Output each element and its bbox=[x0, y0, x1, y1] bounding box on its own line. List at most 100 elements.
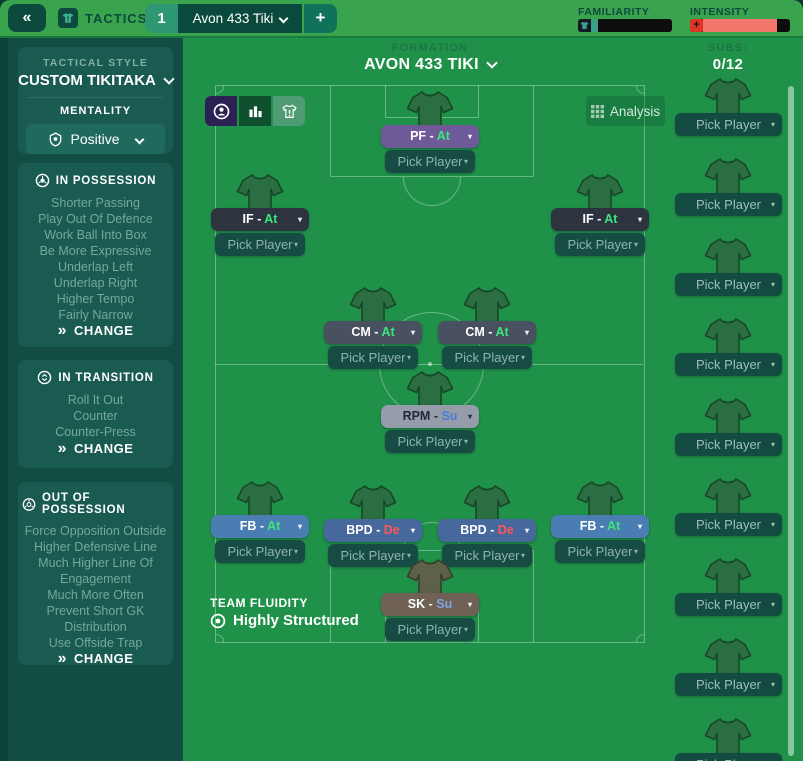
in-possession-panel: IN POSSESSION Shorter Passing Play Out Of… bbox=[18, 163, 173, 347]
role-duty-badge[interactable]: CM - At ▾ bbox=[438, 321, 536, 344]
role-duty-badge[interactable]: FB - At ▾ bbox=[551, 515, 649, 538]
transition-icon bbox=[38, 370, 52, 385]
in-transition-panel: IN TRANSITION Roll It Out Counter Counter-… bbox=[18, 360, 173, 468]
intensity-plus-icon: + bbox=[690, 19, 703, 32]
sub-empty-dash: - bbox=[725, 463, 731, 478]
instruction-item: Higher Defensive Line bbox=[34, 540, 157, 554]
role-duty-badge[interactable]: SK - Su ▾ bbox=[381, 593, 479, 616]
role-duty-badge[interactable]: RPM - Su ▾ bbox=[381, 405, 479, 428]
window-frame bbox=[0, 38, 8, 761]
instruction-item: Force Opposition Outside bbox=[24, 524, 167, 538]
kit-shirt-icon bbox=[281, 104, 297, 118]
player-shirt-icon[interactable] bbox=[349, 485, 397, 525]
chevron-down-icon bbox=[163, 73, 175, 85]
pick-player-dropdown[interactable]: Pick Player ▾ bbox=[328, 544, 418, 567]
tactical-style-panel: TACTICAL STYLE CUSTOM TIKITAKA MENTALITY… bbox=[18, 47, 175, 154]
add-tactic-button[interactable]: + bbox=[304, 4, 337, 33]
sub-shirt-icon[interactable] bbox=[704, 558, 752, 598]
player-shirt-icon[interactable] bbox=[406, 559, 454, 599]
out-of-possession-change-button[interactable]: » CHANGE bbox=[57, 649, 134, 667]
tactical-style-dropdown[interactable]: CUSTOM TIKITAKA bbox=[18, 72, 175, 89]
role-duty-badge[interactable]: BPD - De ▾ bbox=[324, 519, 422, 542]
intensity-label: INTENSITY bbox=[690, 6, 750, 18]
subs-scrollbar[interactable] bbox=[788, 86, 794, 756]
player-shirt-icon[interactable] bbox=[236, 481, 284, 521]
pick-player-dropdown[interactable]: Pick Player ▾ bbox=[442, 346, 532, 369]
ball-icon bbox=[35, 173, 50, 188]
sub-pick-player-dropdown[interactable]: Pick Player▾ bbox=[675, 673, 782, 696]
sub-pick-player-dropdown[interactable]: Pick Player▾ bbox=[675, 513, 782, 536]
formation-dropdown[interactable]: AVON 433 TIKI bbox=[310, 56, 550, 74]
sub-shirt-icon[interactable] bbox=[704, 158, 752, 198]
pick-player-dropdown[interactable]: Pick Player ▾ bbox=[328, 346, 418, 369]
player-shirt-icon[interactable] bbox=[236, 174, 284, 214]
sub-pick-player-dropdown[interactable]: Pick Player▾ bbox=[675, 753, 782, 761]
intensity-meter: + bbox=[690, 19, 790, 32]
tactical-style-label: TACTICAL STYLE bbox=[42, 57, 149, 69]
familiarity-label: FAMILIARITY bbox=[578, 6, 650, 18]
sub-shirt-icon[interactable] bbox=[704, 78, 752, 118]
instruction-item: Fairly Narrow bbox=[58, 308, 133, 322]
sub-shirt-icon[interactable] bbox=[704, 238, 752, 278]
sub-empty-dash: - bbox=[725, 543, 731, 558]
fluidity-target-icon bbox=[210, 613, 226, 628]
instruction-item: Use Offside Trap bbox=[48, 636, 143, 650]
analysis-button[interactable]: Analysis bbox=[586, 96, 665, 126]
sub-pick-player-dropdown[interactable]: Pick Player▾ bbox=[675, 193, 782, 216]
role-duty-badge[interactable]: CM - At ▾ bbox=[324, 321, 422, 344]
chevron-down-icon bbox=[278, 13, 289, 24]
sub-empty-dash: - bbox=[725, 303, 731, 318]
role-duty-badge[interactable]: FB - At ▾ bbox=[211, 515, 309, 538]
sub-shirt-icon[interactable] bbox=[704, 398, 752, 438]
pick-player-dropdown[interactable]: Pick Player ▾ bbox=[385, 150, 475, 173]
role-duty-badge[interactable]: IF - At ▾ bbox=[211, 208, 309, 231]
sub-shirt-icon[interactable] bbox=[704, 638, 752, 678]
tactics-label: TACTICS bbox=[85, 11, 148, 26]
sub-pick-player-dropdown[interactable]: Pick Player▾ bbox=[675, 113, 782, 136]
pick-player-dropdown[interactable]: Pick Player ▾ bbox=[555, 540, 645, 563]
pick-player-dropdown[interactable]: Pick Player ▾ bbox=[215, 540, 305, 563]
pick-player-dropdown[interactable]: Pick Player ▾ bbox=[442, 544, 532, 567]
pick-player-dropdown[interactable]: Pick Player ▾ bbox=[385, 430, 475, 453]
player-shirt-icon[interactable] bbox=[463, 485, 511, 525]
stats-view-button[interactable] bbox=[239, 96, 271, 126]
instruction-item: Prevent Short GK Distribution bbox=[46, 604, 145, 634]
player-shirt-icon[interactable] bbox=[463, 287, 511, 327]
sub-pick-player-dropdown[interactable]: Pick Player▾ bbox=[675, 433, 782, 456]
sub-empty-dash: - bbox=[725, 623, 731, 638]
sub-shirt-icon[interactable] bbox=[704, 318, 752, 358]
player-shirt-icon[interactable] bbox=[349, 287, 397, 327]
role-duty-badge[interactable]: IF - At ▾ bbox=[551, 208, 649, 231]
back-button[interactable]: « bbox=[8, 4, 46, 32]
sub-pick-player-dropdown[interactable]: Pick Player▾ bbox=[675, 593, 782, 616]
in-possession-change-button[interactable]: » CHANGE bbox=[57, 321, 134, 339]
mentality-dropdown[interactable]: Positive bbox=[26, 124, 165, 154]
role-duty-badge[interactable]: PF - At ▾ bbox=[381, 125, 479, 148]
instruction-item: Work Ball Into Box bbox=[44, 228, 147, 242]
in-transition-change-button[interactable]: » CHANGE bbox=[57, 439, 134, 457]
pick-player-dropdown[interactable]: Pick Player ▾ bbox=[555, 233, 645, 256]
team-fluidity-label: TEAM FLUIDITY bbox=[210, 596, 308, 610]
in-possession-header: IN POSSESSION bbox=[22, 173, 169, 188]
player-shirt-icon[interactable] bbox=[576, 481, 624, 521]
sub-pick-player-dropdown[interactable]: Pick Player▾ bbox=[675, 273, 782, 296]
pick-player-dropdown[interactable]: Pick Player ▾ bbox=[215, 233, 305, 256]
out-of-possession-panel: OUT OF POSSESSION Force Opposition Outsi… bbox=[18, 482, 173, 667]
role-duty-badge[interactable]: BPD - De ▾ bbox=[438, 519, 536, 542]
player-shirt-icon[interactable] bbox=[406, 91, 454, 131]
tactic-name-dropdown[interactable]: Avon 433 Tiki bbox=[178, 4, 302, 33]
tactic-tab-number[interactable]: 1 bbox=[145, 4, 178, 33]
mentality-shield-icon bbox=[50, 131, 62, 147]
team-fluidity-value: Highly Structured bbox=[210, 612, 359, 629]
kit-view-button[interactable] bbox=[273, 96, 305, 126]
player-shirt-icon[interactable] bbox=[406, 371, 454, 411]
player-view-button[interactable] bbox=[205, 96, 237, 126]
sub-shirt-icon[interactable] bbox=[704, 478, 752, 518]
divider bbox=[28, 97, 163, 98]
player-shirt-icon[interactable] bbox=[576, 174, 624, 214]
familiarity-meter bbox=[578, 19, 672, 32]
sub-pick-player-dropdown[interactable]: Pick Player▾ bbox=[675, 353, 782, 376]
sub-shirt-icon[interactable] bbox=[704, 718, 752, 758]
pick-player-dropdown[interactable]: Pick Player ▾ bbox=[385, 618, 475, 641]
